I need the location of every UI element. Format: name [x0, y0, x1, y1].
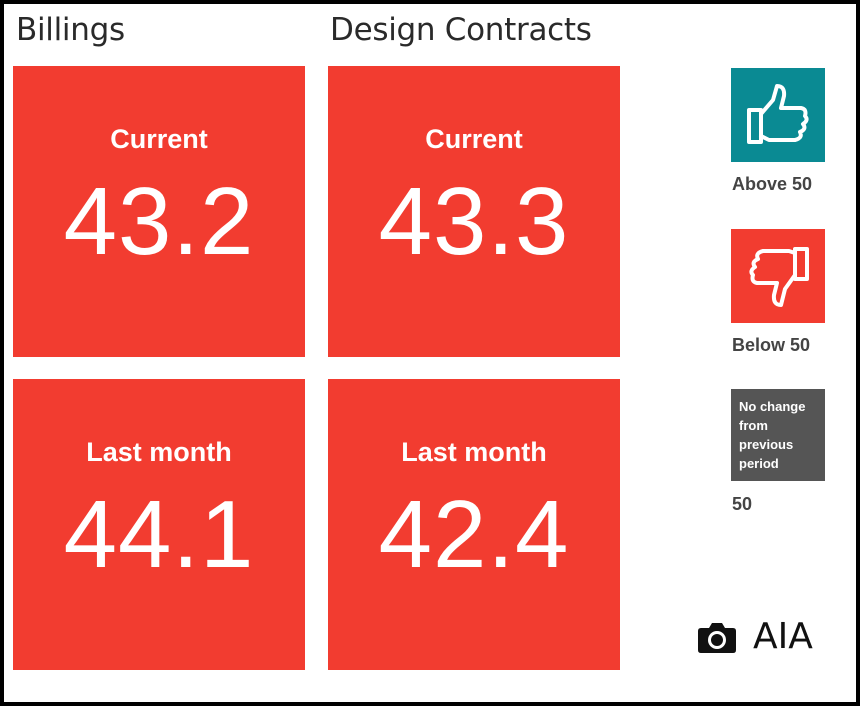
tile-value: 43.3: [378, 168, 570, 275]
billings-last-month-tile: Last month 44.1: [13, 379, 305, 670]
no-change-caption: 50: [732, 494, 753, 514]
billings-title: Billings: [16, 12, 125, 48]
design-contracts-last-month-tile: Last month 42.4: [328, 379, 620, 670]
tile-value: 44.1: [63, 481, 255, 588]
above-50-caption: Above 50: [732, 174, 813, 194]
below-50-legend-box: [731, 229, 825, 323]
tile-value: 42.4: [378, 481, 570, 588]
below-50-caption: Below 50: [732, 335, 811, 355]
photo-credit: AIA: [697, 616, 813, 657]
camera-icon: [698, 622, 736, 653]
thumbs-up-icon: [747, 84, 809, 144]
above-50-legend-box: [731, 68, 825, 162]
design-contracts-current-tile: Current 43.3: [328, 66, 620, 357]
thumbs-down-icon: [749, 247, 809, 307]
dashboard: Billings Design Contracts Current 43.2 C…: [4, 4, 856, 702]
no-change-legend-box: No change from previous period: [731, 389, 825, 481]
tile-label: Last month: [86, 437, 232, 467]
tile-label: Current: [425, 124, 523, 154]
tile-label: Current: [110, 124, 208, 154]
tile-label: Last month: [401, 437, 547, 467]
billings-current-tile: Current 43.2: [13, 66, 305, 357]
credit-text: AIA: [753, 616, 813, 657]
tile-value: 43.2: [63, 168, 255, 275]
design-contracts-title: Design Contracts: [330, 12, 592, 48]
